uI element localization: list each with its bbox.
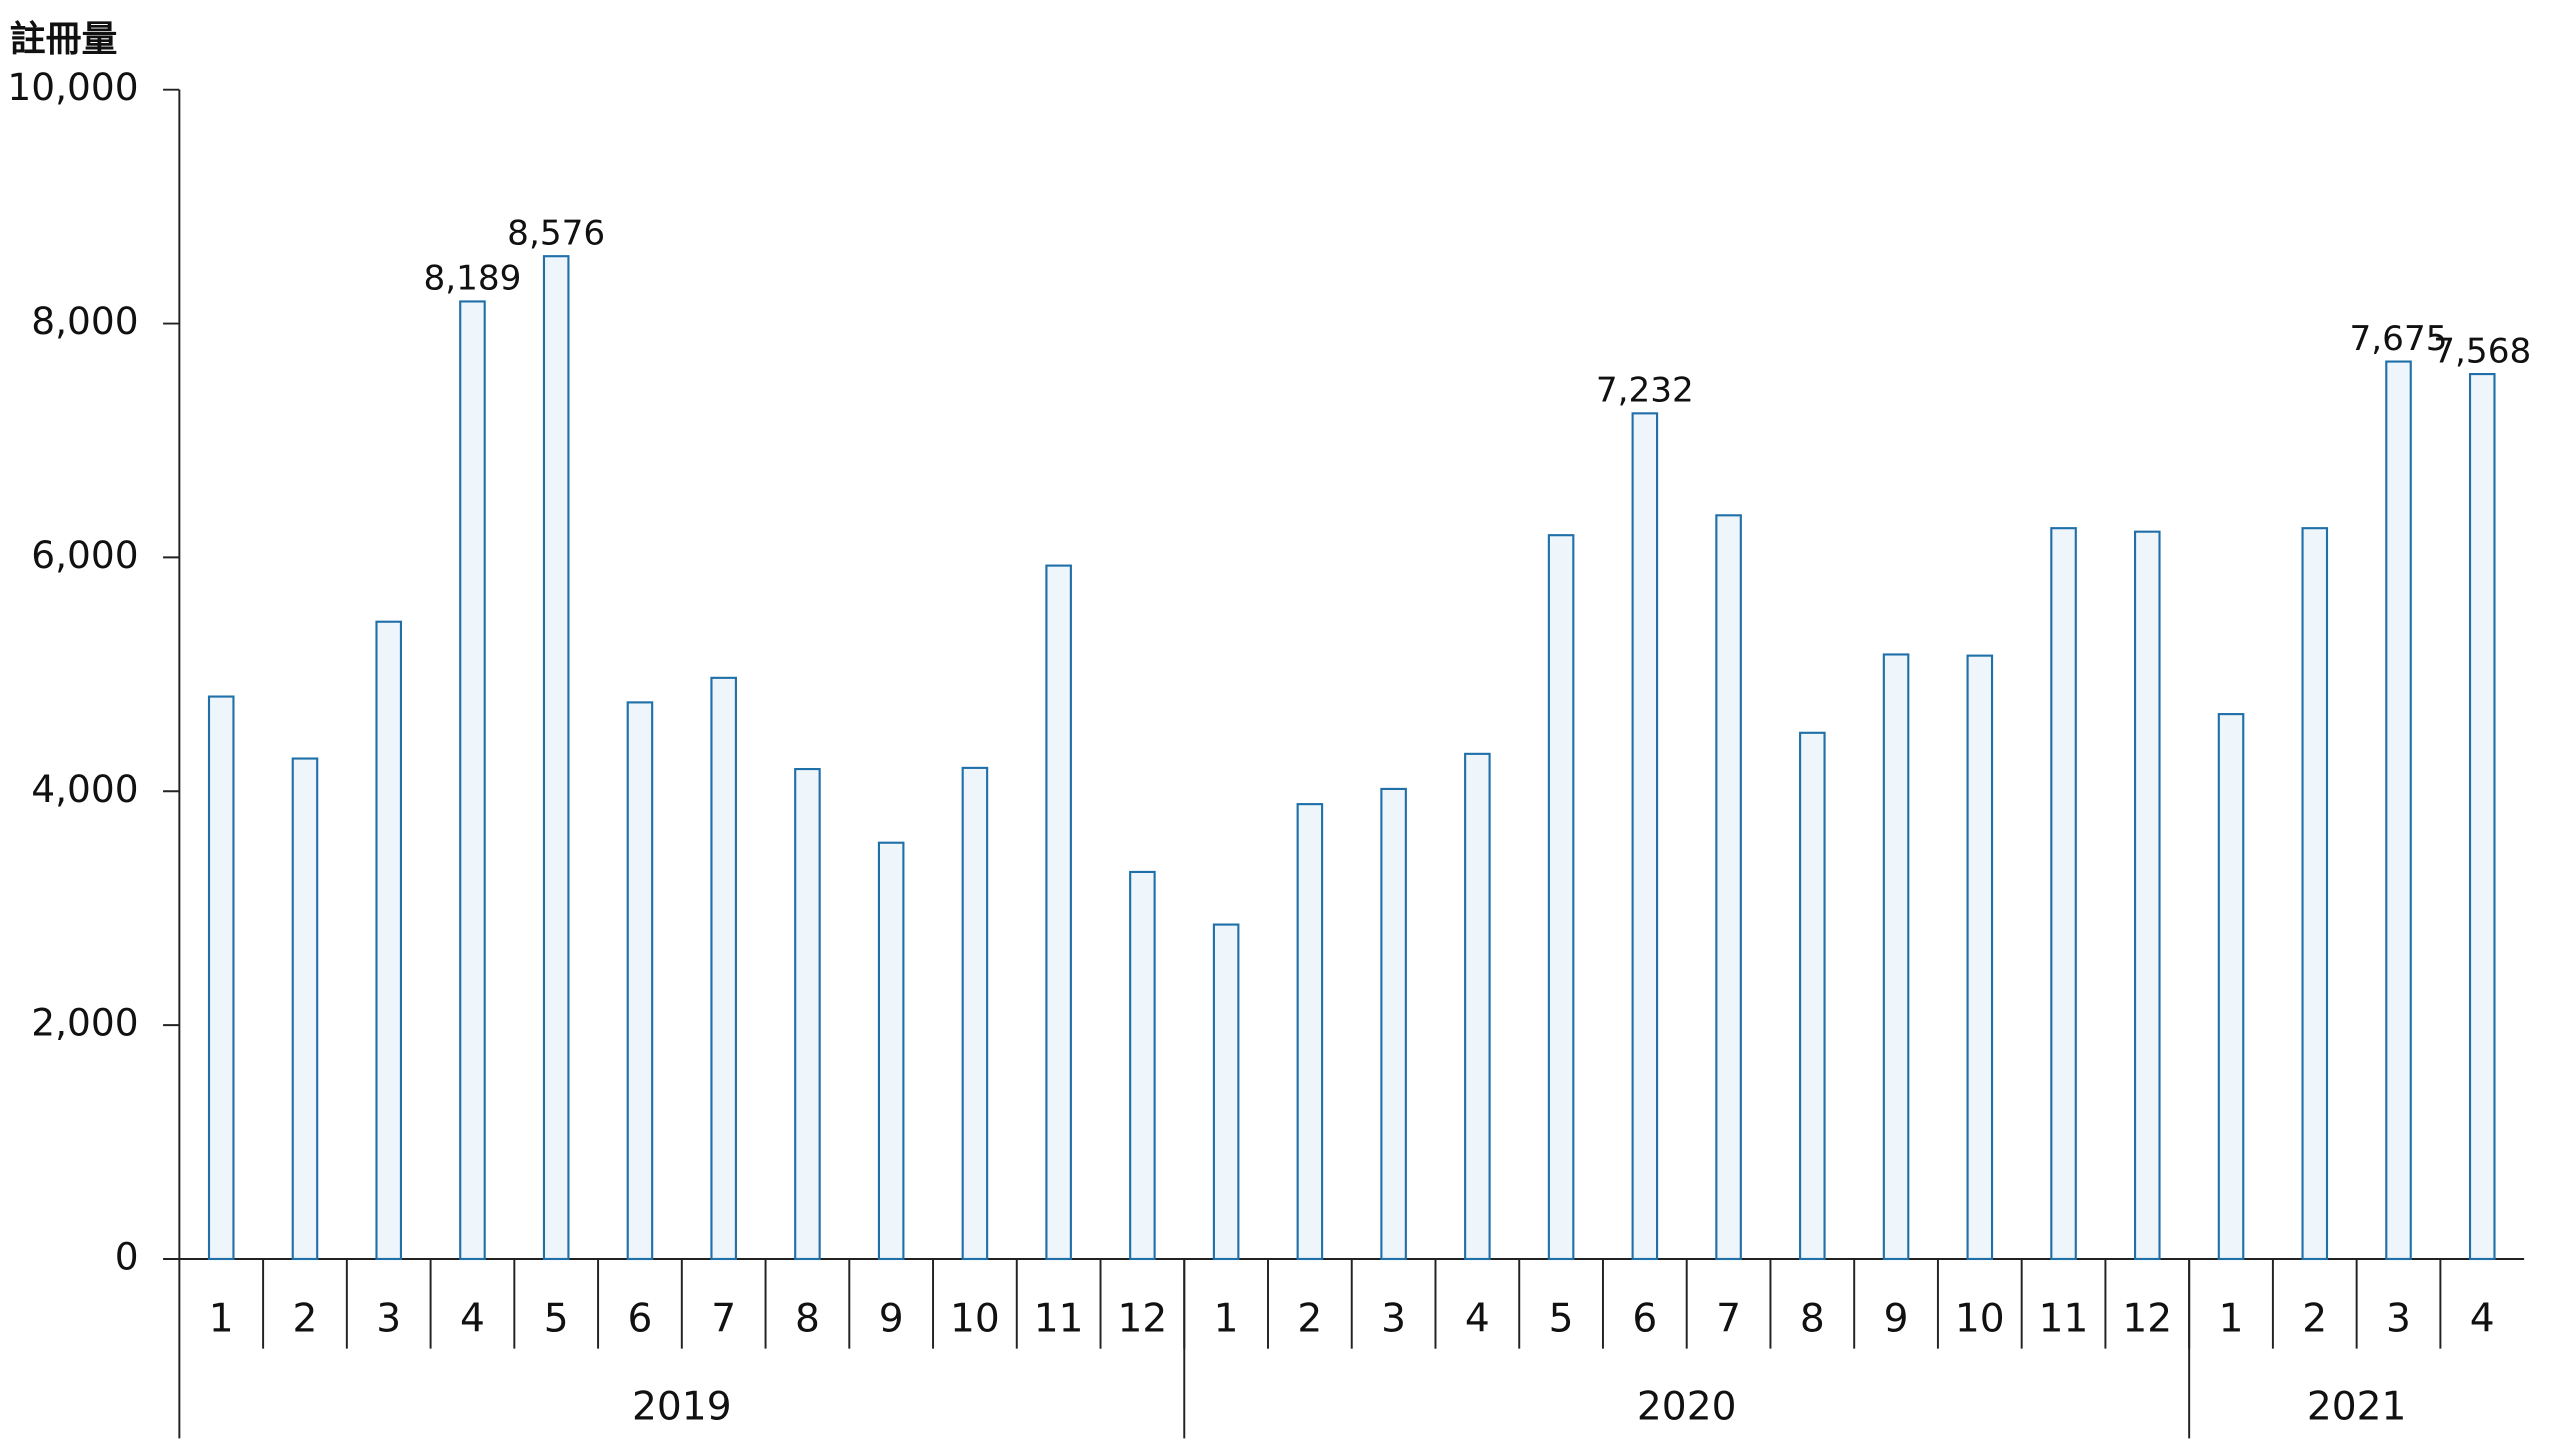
- x-tick-label: 3: [2386, 1296, 2411, 1341]
- group-label: 2020: [1637, 1385, 1737, 1430]
- x-tick-label: 8: [795, 1296, 820, 1341]
- x-tick-label: 4: [1465, 1296, 1490, 1341]
- x-tick-label: 4: [2470, 1296, 2495, 1341]
- bar: [2217, 713, 2245, 1261]
- bar: [1799, 731, 1826, 1261]
- bar: [1966, 654, 1994, 1261]
- bar: [1631, 412, 1659, 1261]
- x-tick-label: 10: [1955, 1296, 2005, 1341]
- x-tick-label: 3: [376, 1296, 401, 1341]
- bar: [2301, 527, 2329, 1261]
- bar: [291, 757, 319, 1261]
- data-label: 8,189: [423, 259, 521, 299]
- bar: [542, 255, 570, 1261]
- data-label: 7,675: [2350, 319, 2448, 359]
- x-tick-label: 1: [2219, 1296, 2244, 1341]
- bar: [1296, 803, 1324, 1261]
- bar: [2134, 530, 2161, 1261]
- bar: [1212, 923, 1240, 1261]
- x-tick-label: 7: [711, 1296, 736, 1341]
- bar: [626, 701, 654, 1261]
- y-tick-label: 4,000: [31, 767, 138, 811]
- bar: [1715, 514, 1742, 1261]
- data-label: 7,232: [1596, 371, 1694, 411]
- x-tick-label: 5: [1549, 1296, 1574, 1341]
- bar: [1129, 870, 1156, 1261]
- bar: [794, 767, 821, 1261]
- x-tick-label: 4: [460, 1296, 485, 1341]
- x-tick-label: 11: [1034, 1296, 1084, 1341]
- bar: [2385, 360, 2412, 1261]
- y-tick-label: 0: [115, 1234, 139, 1278]
- x-tick-label: 3: [1381, 1296, 1406, 1341]
- bar: [1547, 534, 1575, 1261]
- x-tick-label: 11: [2039, 1296, 2089, 1341]
- bar: [375, 620, 403, 1261]
- y-tick-label: 8,000: [31, 299, 138, 343]
- x-tick-label: 6: [627, 1296, 652, 1341]
- x-tick-label: 2: [293, 1296, 318, 1341]
- x-tick-label: 8: [1800, 1296, 1825, 1341]
- x-tick-label: 5: [544, 1296, 569, 1341]
- x-tick-label: 1: [1214, 1296, 1239, 1341]
- bar: [1882, 653, 1910, 1261]
- bar: [1045, 564, 1072, 1261]
- bar: [1464, 752, 1491, 1261]
- bar: [2468, 373, 2496, 1261]
- y-axis-label: 註冊量: [10, 19, 118, 60]
- y-tick-label: 2,000: [31, 1001, 138, 1045]
- x-tick-label: 10: [950, 1296, 1000, 1341]
- x-tick-label: 9: [1884, 1296, 1909, 1341]
- x-tick-label: 2: [1297, 1296, 1322, 1341]
- x-tick-label: 2: [2302, 1296, 2327, 1341]
- bar: [459, 300, 486, 1261]
- bar: [961, 766, 989, 1261]
- group-label: 2021: [2307, 1385, 2407, 1430]
- bar: [1380, 787, 1407, 1261]
- group-label: 2019: [632, 1385, 732, 1430]
- y-tick-label: 10,000: [7, 65, 138, 109]
- y-tick-label: 6,000: [31, 533, 138, 577]
- x-tick-label: 6: [1632, 1296, 1657, 1341]
- x-tick-label: 12: [1117, 1296, 1167, 1341]
- bar: [2050, 527, 2077, 1261]
- data-label: 8,576: [507, 213, 605, 253]
- bar: [877, 841, 905, 1261]
- x-tick-label: 12: [2122, 1296, 2172, 1341]
- bar: [710, 676, 737, 1261]
- x-tick-label: 1: [209, 1296, 234, 1341]
- data-label: 7,568: [2433, 331, 2531, 371]
- x-tick-label: 9: [879, 1296, 904, 1341]
- bar: [207, 695, 235, 1261]
- x-tick-label: 7: [1716, 1296, 1741, 1341]
